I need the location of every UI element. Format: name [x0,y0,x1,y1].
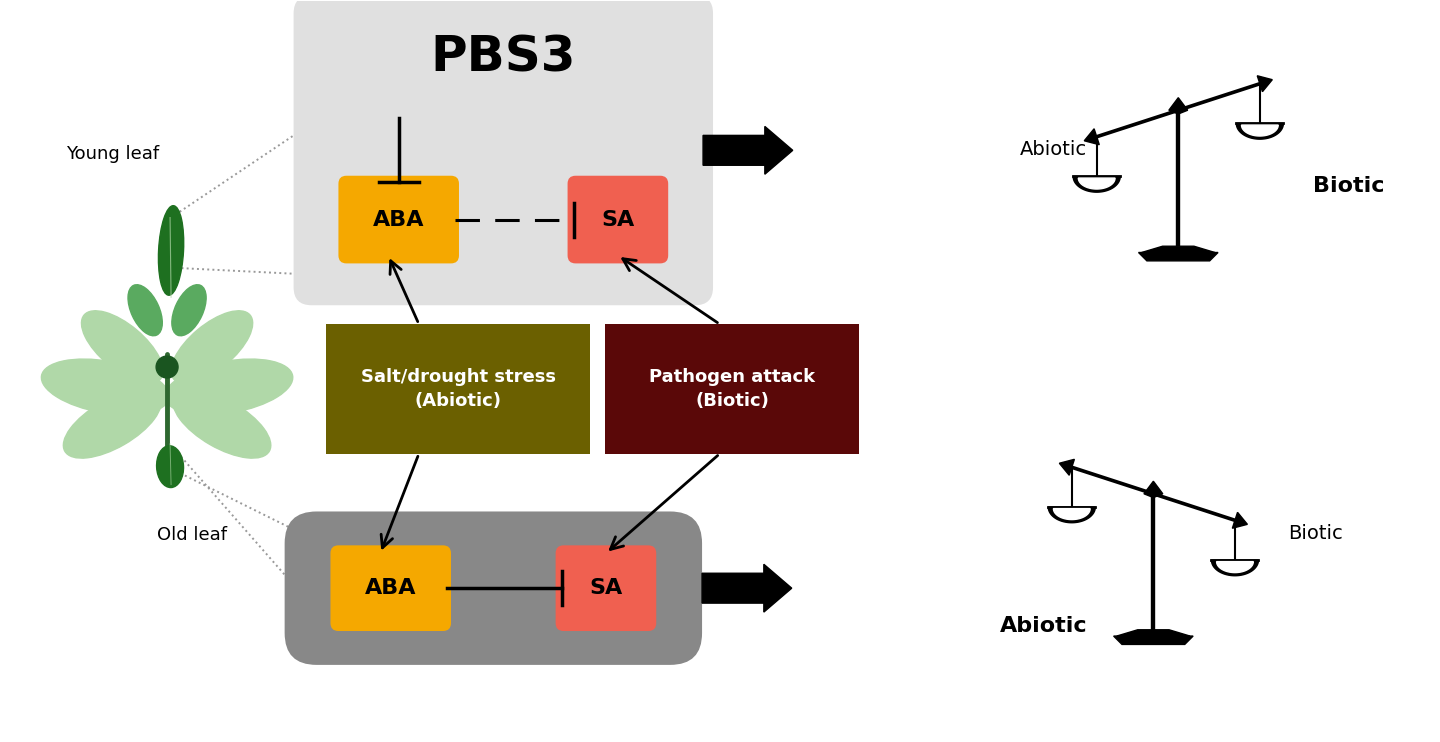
Ellipse shape [128,285,163,335]
Polygon shape [1073,177,1120,192]
Polygon shape [1169,98,1188,114]
FancyBboxPatch shape [285,511,703,665]
Polygon shape [1084,129,1099,145]
Ellipse shape [63,390,161,458]
Text: Biotic: Biotic [1313,176,1384,196]
Text: PBS3: PBS3 [431,33,576,82]
Text: SA: SA [589,578,622,598]
Polygon shape [1113,636,1194,644]
Text: ABA: ABA [373,209,425,229]
Ellipse shape [157,446,183,487]
FancyBboxPatch shape [294,0,713,305]
Text: Old leaf: Old leaf [157,526,228,545]
Polygon shape [1237,123,1283,139]
Text: SA: SA [602,209,635,229]
FancyBboxPatch shape [327,324,590,453]
Text: Pathogen attack
(Biotic): Pathogen attack (Biotic) [649,368,815,410]
Ellipse shape [166,359,292,415]
Ellipse shape [171,311,252,384]
FancyBboxPatch shape [338,176,459,263]
Ellipse shape [171,285,206,335]
Text: Abiotic: Abiotic [999,616,1087,636]
Polygon shape [1257,76,1273,92]
Text: ABA: ABA [364,578,416,598]
FancyArrow shape [703,564,792,612]
Polygon shape [1054,508,1090,519]
Text: Salt/drought stress
(Abiotic): Salt/drought stress (Abiotic) [361,368,556,410]
Polygon shape [1143,482,1162,498]
Ellipse shape [82,311,163,384]
Polygon shape [1060,459,1074,475]
FancyBboxPatch shape [567,176,668,263]
Polygon shape [1079,178,1115,189]
Polygon shape [1211,560,1259,576]
Polygon shape [1241,125,1279,136]
Polygon shape [1139,252,1218,261]
Polygon shape [1142,246,1215,252]
Ellipse shape [173,390,271,458]
Text: Biotic: Biotic [1287,524,1342,543]
Ellipse shape [158,206,184,295]
Text: Abiotic: Abiotic [1020,140,1087,160]
Circle shape [156,356,179,378]
FancyBboxPatch shape [556,545,657,631]
FancyBboxPatch shape [330,545,451,631]
Polygon shape [1048,507,1096,522]
Polygon shape [1217,562,1253,573]
FancyBboxPatch shape [605,324,860,453]
FancyArrow shape [703,126,793,174]
Ellipse shape [42,359,170,415]
Polygon shape [1117,630,1189,636]
Polygon shape [1233,512,1247,528]
Text: Young leaf: Young leaf [66,145,158,162]
